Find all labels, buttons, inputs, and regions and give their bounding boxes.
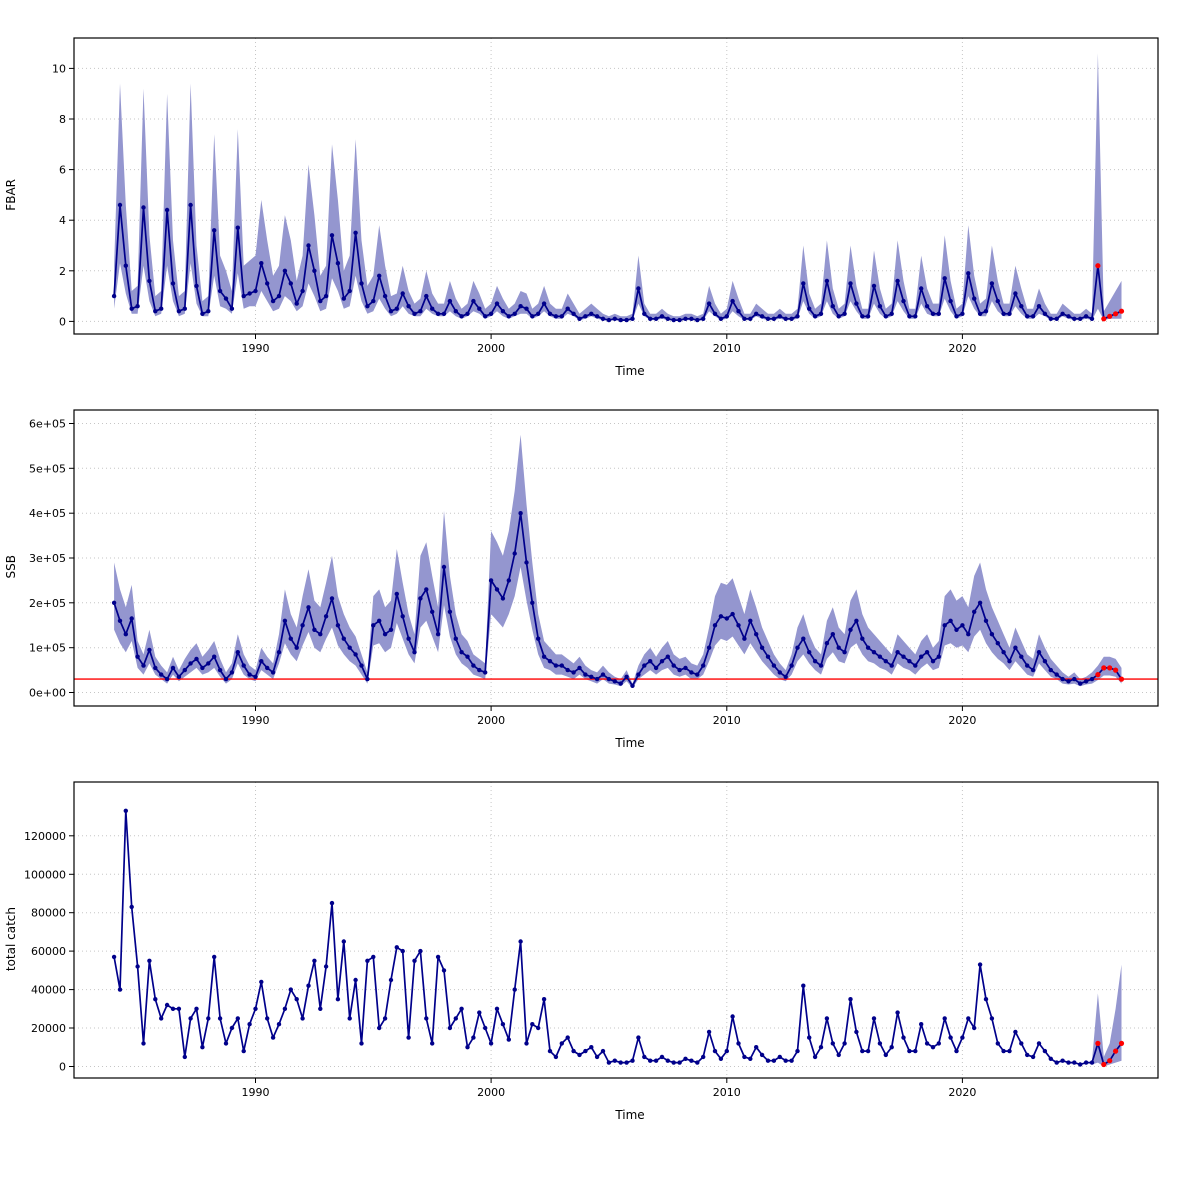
svg-text:1990: 1990 xyxy=(242,1086,270,1099)
svg-text:1e+05: 1e+05 xyxy=(29,642,66,655)
svg-text:1990: 1990 xyxy=(242,714,270,727)
svg-text:8: 8 xyxy=(59,113,66,126)
svg-text:4: 4 xyxy=(59,214,66,227)
svg-text:0e+00: 0e+00 xyxy=(29,687,66,700)
svg-text:2010: 2010 xyxy=(713,714,741,727)
ssb-panel: SSB 1990 2000 2010 2020 0e+00 1e+05 2e+05 3e+05… xyxy=(0,402,1200,768)
catch-ylabel: total catch xyxy=(4,906,18,972)
catch-xlabel: Time xyxy=(615,1108,645,1122)
fbar-plot: 1990 2000 2010 2020 0 2 4 6 8 10 xyxy=(52,37,1159,355)
svg-text:2010: 2010 xyxy=(713,1086,741,1099)
fbar-y-axis-title: FBAR xyxy=(0,30,22,360)
svg-text:2020: 2020 xyxy=(948,714,976,727)
svg-text:2: 2 xyxy=(59,265,66,278)
ssb-plot: 1990 2000 2010 2020 0e+00 1e+05 2e+05 3e+05 4e+0… xyxy=(29,409,1159,727)
svg-text:10: 10 xyxy=(52,62,66,75)
ssb-y-axis-title: SSB xyxy=(0,402,22,732)
svg-text:2010: 2010 xyxy=(713,342,741,355)
svg-text:80000: 80000 xyxy=(31,907,66,920)
svg-text:1990: 1990 xyxy=(242,342,270,355)
svg-text:2020: 2020 xyxy=(948,1086,976,1099)
svg-text:40000: 40000 xyxy=(31,984,66,997)
svg-text:2020: 2020 xyxy=(948,342,976,355)
svg-text:20000: 20000 xyxy=(31,1022,66,1035)
fbar-xlabel: Time xyxy=(615,364,645,378)
figure-page: FBAR 1990 2000 2010 2020 0 2 4 6 8 10 Time SSB 19… xyxy=(0,30,1200,1140)
catch-plot: 1990 2000 2010 2020 0 20000 40000 60000 80000 100… xyxy=(24,781,1159,1099)
svg-text:0: 0 xyxy=(59,1061,66,1074)
svg-text:2000: 2000 xyxy=(477,714,505,727)
svg-text:4e+05: 4e+05 xyxy=(29,507,66,520)
svg-text:3e+05: 3e+05 xyxy=(29,552,66,565)
svg-text:6: 6 xyxy=(59,164,66,177)
svg-text:0: 0 xyxy=(59,315,66,328)
svg-text:2e+05: 2e+05 xyxy=(29,597,66,610)
ssb-ylabel: SSB xyxy=(4,555,18,579)
svg-text:5e+05: 5e+05 xyxy=(29,462,66,475)
fbar-panel: FBAR 1990 2000 2010 2020 0 2 4 6 8 10 Time xyxy=(0,30,1200,396)
fbar-ylabel: FBAR xyxy=(4,179,18,211)
svg-text:6e+05: 6e+05 xyxy=(29,418,66,431)
svg-text:2000: 2000 xyxy=(477,1086,505,1099)
svg-text:100000: 100000 xyxy=(24,868,66,881)
svg-text:120000: 120000 xyxy=(24,830,66,843)
ssb-xlabel: Time xyxy=(615,736,645,750)
catch-panel: total catch 1990 2000 2010 2020 0 20000 40000 6… xyxy=(0,774,1200,1140)
catch-y-axis-title: total catch xyxy=(0,774,22,1104)
svg-text:60000: 60000 xyxy=(31,945,66,958)
svg-text:2000: 2000 xyxy=(477,342,505,355)
